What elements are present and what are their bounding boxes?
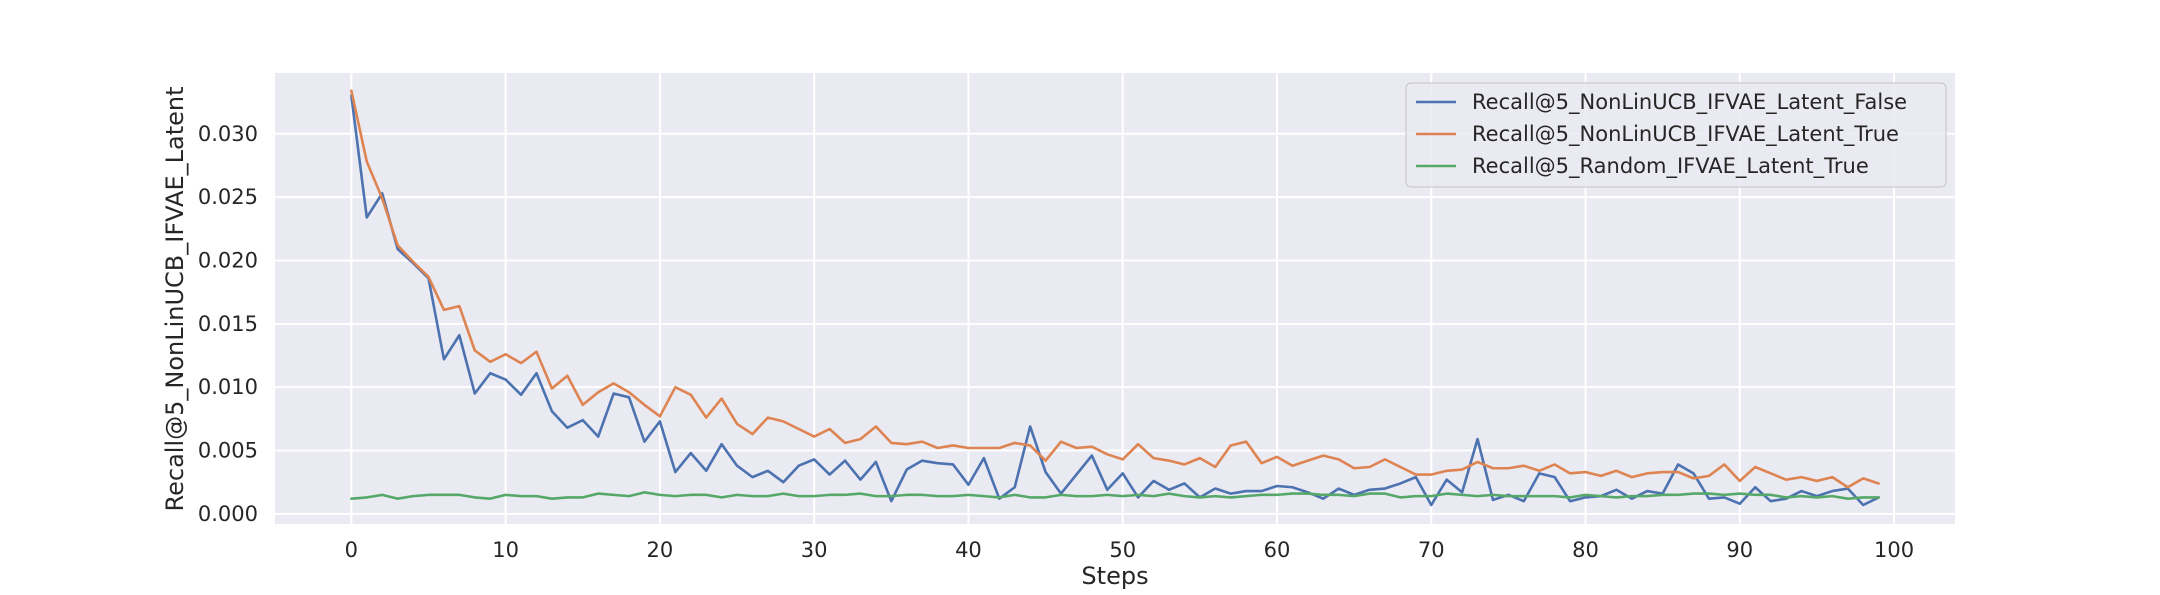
y-axis-label: Recall@5_NonLinUCB_IFVAE_Latent <box>161 87 189 512</box>
legend-entry: Recall@5_Random_IFVAE_Latent_True <box>1472 154 1869 179</box>
y-tick-label: 0.020 <box>198 248 258 272</box>
y-tick-label: 0.010 <box>198 375 258 399</box>
x-tick-label: 40 <box>955 538 982 562</box>
x-tick-label: 60 <box>1264 538 1291 562</box>
y-tick-label: 0.005 <box>198 439 258 463</box>
y-tick-label: 0.030 <box>198 122 258 146</box>
x-tick-label: 100 <box>1874 538 1914 562</box>
legend: Recall@5_NonLinUCB_IFVAE_Latent_False Rec… <box>1405 82 1947 188</box>
x-axis-label: Steps <box>1081 562 1148 590</box>
x-tick-label: 20 <box>647 538 674 562</box>
y-tick-label: 0.015 <box>198 312 258 336</box>
series-line-1 <box>350 94 1880 507</box>
series-line-2 <box>350 89 1880 489</box>
legend-entry: Recall@5_NonLinUCB_IFVAE_Latent_False <box>1472 90 1907 115</box>
x-tick-label: 10 <box>492 538 519 562</box>
y-tick-label: 0.025 <box>198 185 258 209</box>
x-tick-label: 90 <box>1726 538 1753 562</box>
y-axis-ticks: 0.000 0.005 0.010 0.015 0.020 0.025 0.030 <box>198 122 258 526</box>
series-group <box>350 89 1880 507</box>
legend-box <box>1405 82 1947 188</box>
legend-entry: Recall@5_NonLinUCB_IFVAE_Latent_True <box>1472 122 1899 147</box>
series-line-3 <box>350 491 1880 500</box>
x-tick-label: 0 <box>345 538 358 562</box>
y-tick-label: 0.000 <box>198 502 258 526</box>
x-axis-ticks: 0 10 20 30 40 50 60 70 80 90 100 <box>345 538 1914 562</box>
x-tick-label: 70 <box>1418 538 1445 562</box>
x-tick-label: 80 <box>1572 538 1599 562</box>
x-tick-label: 50 <box>1109 538 1136 562</box>
x-tick-label: 30 <box>801 538 828 562</box>
